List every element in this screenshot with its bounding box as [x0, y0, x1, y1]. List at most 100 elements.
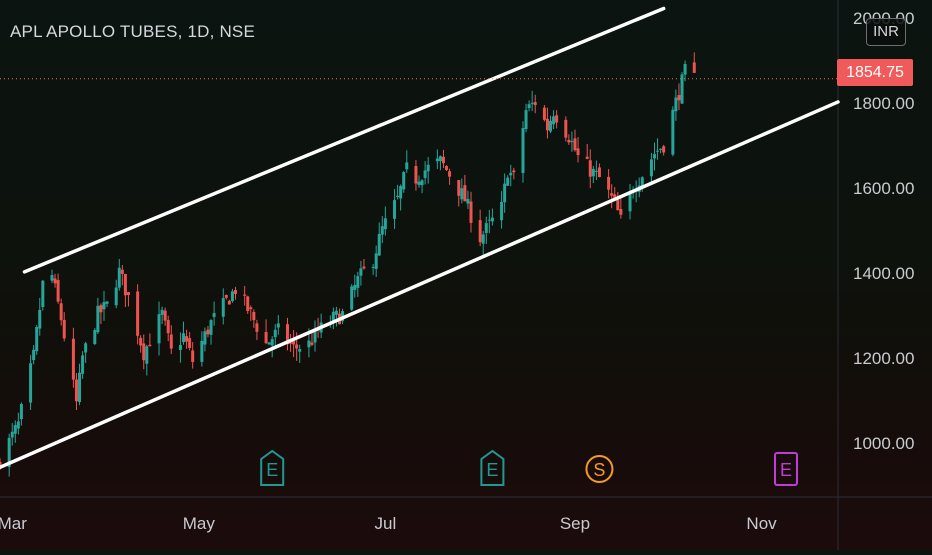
- candle-body: [524, 110, 528, 130]
- earnings-marker-shape[interactable]: [260, 449, 285, 486]
- candle-body: [521, 128, 525, 174]
- trendline[interactable]: [0, 100, 840, 470]
- earnings-marker[interactable]: E: [260, 449, 285, 486]
- candle-body: [99, 305, 103, 313]
- x-tick-label: Sep: [560, 514, 590, 533]
- candle-body: [533, 102, 537, 106]
- marker-label: E: [780, 460, 792, 480]
- candle-body: [613, 194, 617, 199]
- y-tick-label: 1000.00: [853, 434, 914, 453]
- candle-body: [619, 209, 623, 215]
- x-tick-label: Nov: [746, 514, 777, 533]
- candle-body: [460, 188, 464, 200]
- candle-body: [469, 201, 473, 223]
- candle-body: [671, 109, 675, 155]
- earnings-marker-shape[interactable]: [774, 452, 799, 486]
- candle-body: [512, 170, 516, 173]
- marker-label: E: [486, 460, 498, 480]
- candles: [0, 52, 696, 477]
- candle-body: [659, 148, 663, 150]
- candle-body: [59, 303, 63, 321]
- candle-body: [402, 172, 406, 190]
- candle-body: [414, 166, 418, 184]
- candle-body: [466, 198, 470, 204]
- candle-body: [545, 118, 549, 131]
- candle-body: [478, 220, 482, 243]
- candle-body: [178, 344, 182, 351]
- candle-body: [567, 139, 571, 143]
- candle-body: [484, 223, 488, 233]
- candle-body: [74, 379, 78, 402]
- candle-body: [503, 183, 507, 203]
- candle-body: [41, 280, 45, 308]
- candle-body: [383, 218, 387, 230]
- candle-body: [405, 162, 409, 170]
- candle-body: [417, 181, 421, 185]
- trendlines[interactable]: [0, 6, 840, 470]
- candle-body: [126, 292, 130, 296]
- candle-body: [62, 319, 66, 339]
- candle-body: [426, 164, 430, 172]
- candle-body: [249, 307, 253, 310]
- candle-body: [200, 340, 204, 362]
- chart-title: APL APOLLO TUBES, 1D, NSE: [10, 22, 255, 41]
- candle-body: [674, 97, 678, 112]
- candle-body: [117, 267, 121, 288]
- candle-body: [84, 343, 88, 353]
- candle-body: [487, 219, 491, 221]
- currency-button[interactable]: INR: [866, 18, 906, 46]
- candle-body: [7, 437, 11, 468]
- candle-body: [166, 320, 170, 334]
- candle-body: [438, 156, 442, 162]
- candle-body: [573, 138, 577, 151]
- candle-body: [292, 340, 296, 345]
- candle-body: [267, 342, 271, 345]
- candle-body: [136, 291, 140, 336]
- candle-body: [616, 197, 620, 211]
- candle-body: [353, 285, 357, 291]
- candle-body: [160, 309, 164, 315]
- candle-body: [206, 329, 210, 335]
- candle-body: [652, 154, 656, 159]
- candle-body: [209, 320, 213, 335]
- candle-body: [680, 74, 684, 104]
- candle-body: [212, 313, 216, 317]
- candle-body: [683, 64, 687, 75]
- candle-body: [656, 150, 660, 152]
- candle-body: [102, 302, 106, 310]
- candle-body: [255, 323, 259, 332]
- earnings-marker-shape[interactable]: [480, 449, 505, 486]
- candle-body: [310, 342, 314, 345]
- candle-body: [594, 170, 598, 172]
- candle-body: [448, 171, 452, 177]
- earnings-marker[interactable]: E: [480, 449, 505, 486]
- candle-body: [93, 330, 97, 345]
- candle-body: [640, 177, 644, 188]
- candle-body: [182, 333, 186, 343]
- last-price-badge: 1854.75: [837, 59, 913, 86]
- candle-body: [139, 337, 143, 346]
- candle-body: [105, 301, 109, 304]
- split-marker-shape[interactable]: [585, 455, 614, 483]
- earnings-marker[interactable]: E: [774, 452, 799, 486]
- split-marker[interactable]: S: [585, 455, 614, 483]
- candle-body: [114, 287, 118, 306]
- y-tick-label: 1200.00: [853, 349, 914, 368]
- candle-body: [371, 266, 375, 268]
- candle-body: [13, 425, 17, 434]
- candle-body: [224, 295, 228, 298]
- candle-body: [420, 180, 424, 186]
- candle-body: [29, 363, 33, 403]
- candle-body: [142, 343, 146, 361]
- candle-body: [295, 344, 299, 349]
- candle-body: [334, 310, 338, 315]
- candle-body: [457, 180, 461, 196]
- candle-body: [649, 159, 653, 177]
- y-tick-label: 1800.00: [853, 94, 914, 113]
- trendline[interactable]: [22, 6, 666, 274]
- marker-label: E: [266, 460, 278, 480]
